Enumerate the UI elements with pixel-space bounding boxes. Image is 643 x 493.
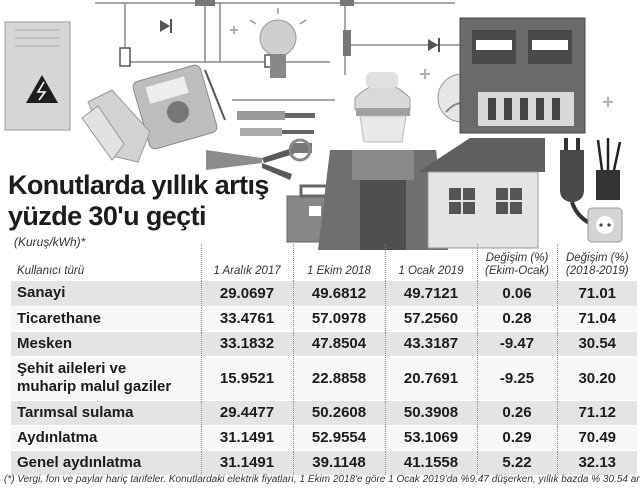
socket-icon — [587, 207, 623, 243]
screwdriver-icon — [237, 111, 315, 136]
diode-icon — [428, 38, 440, 52]
change-cell: 32.13 — [556, 450, 637, 476]
value-cell: 50.3908 — [384, 400, 477, 426]
user-type-cell: Tarımsal sulama — [11, 400, 201, 426]
user-type-cell: Ticarethane — [11, 306, 201, 332]
house-icon — [418, 138, 545, 249]
user-type-cell: Mesken — [11, 331, 201, 357]
value-cell: 47.8504 — [292, 331, 385, 357]
change-cell: 0.29 — [476, 425, 557, 451]
change-cell: 30.54 — [556, 331, 637, 357]
table-row: Aydınlatma 31.1491 52.9554 53.1069 0.29 … — [11, 425, 637, 451]
electrical-panel-icon — [4, 21, 71, 131]
user-type-cell: Şehit aileleri ve muharip malul gaziler — [11, 356, 201, 401]
change-cell: 71.01 — [556, 281, 637, 307]
electrician-icon — [318, 72, 448, 250]
table-row: Genel aydınlatma 31.1491 39.1148 41.1558… — [11, 450, 637, 476]
value-cell: 15.9521 — [200, 356, 293, 401]
value-cell: 29.0697 — [200, 281, 293, 307]
change-cell: 70.49 — [556, 425, 637, 451]
value-cell: 57.0978 — [292, 306, 385, 332]
column-header: Kullanıcı türü — [17, 265, 85, 277]
column-header: 1 Aralık 2017 — [200, 244, 293, 281]
column-header: 1 Ocak 2019 — [384, 244, 477, 281]
value-cell: 41.1558 — [384, 450, 477, 476]
column-header: Değişim (%) (Ekim-Ocak) — [476, 244, 557, 281]
value-cell: 53.1069 — [384, 425, 477, 451]
change-cell: 30.20 — [556, 356, 637, 401]
title-line-1: Konutlarda yıllık artış — [8, 170, 269, 200]
tariff-table: Kullanıcı türü 1 Aralık 2017 1 Ekim 2018… — [11, 244, 637, 476]
change-cell: -9.25 — [476, 356, 557, 401]
electric-meter-icon — [459, 17, 586, 134]
table-row: Şehit aileleri ve muharip malul gaziler 1… — [11, 356, 637, 401]
resistor-icon — [119, 47, 131, 67]
table-header-row: Kullanıcı türü 1 Aralık 2017 1 Ekim 2018… — [11, 244, 637, 281]
column-header: 1 Ekim 2018 — [292, 244, 385, 281]
change-cell: 0.26 — [476, 400, 557, 426]
value-cell: 43.3187 — [384, 331, 477, 357]
value-cell: 49.6812 — [292, 281, 385, 307]
change-cell: -9.47 — [476, 331, 557, 357]
diode-icon — [160, 19, 172, 33]
table-row: Sanayi 29.0697 49.6812 49.7121 0.06 71.0… — [11, 281, 637, 307]
electrician-tools-illustration — [4, 0, 623, 250]
value-cell: 50.2608 — [292, 400, 385, 426]
lightbulb-icon — [249, 8, 307, 78]
value-cell: 52.9554 — [292, 425, 385, 451]
title-line-2: yüzde 30'u geçti — [8, 201, 206, 231]
value-cell: 33.1832 — [200, 331, 293, 357]
table-row: Tarımsal sulama 29.4477 50.2608 50.3908 … — [11, 400, 637, 426]
footnote: (*) Vergi, fon ve paylar hariç tarifeler… — [4, 474, 640, 485]
value-cell: 31.1491 — [200, 425, 293, 451]
pliers-icon — [206, 148, 294, 180]
change-cell: 0.06 — [476, 281, 557, 307]
value-cell: 31.1491 — [200, 450, 293, 476]
user-type-cell: Genel aydınlatma — [11, 450, 201, 476]
page-title: Konutlarda yıllık artış yüzde 30'u geçti — [8, 170, 269, 232]
value-cell: 29.4477 — [200, 400, 293, 426]
change-cell: 5.22 — [476, 450, 557, 476]
value-cell: 49.7121 — [384, 281, 477, 307]
value-cell: 20.7691 — [384, 356, 477, 401]
change-cell: 71.04 — [556, 306, 637, 332]
table-row: Mesken 33.1832 47.8504 43.3187 -9.47 30.… — [11, 331, 637, 357]
user-type-cell: Aydınlatma — [11, 425, 201, 451]
change-cell: 0.28 — [476, 306, 557, 332]
value-cell: 33.4761 — [200, 306, 293, 332]
value-cell: 57.2560 — [384, 306, 477, 332]
gloves-icon — [81, 89, 151, 163]
column-header: Değişim (%) (2018-2019) — [556, 244, 637, 281]
table-row: Ticarethane 33.4761 57.0978 57.2560 0.28… — [11, 306, 637, 332]
multimeter-icon — [132, 64, 226, 150]
value-cell: 22.8858 — [292, 356, 385, 401]
change-cell: 71.12 — [556, 400, 637, 426]
user-type-cell: Sanayi — [11, 281, 201, 307]
unit-note: (Kuruş/kWh)* — [14, 235, 86, 249]
value-cell: 39.1148 — [292, 450, 385, 476]
